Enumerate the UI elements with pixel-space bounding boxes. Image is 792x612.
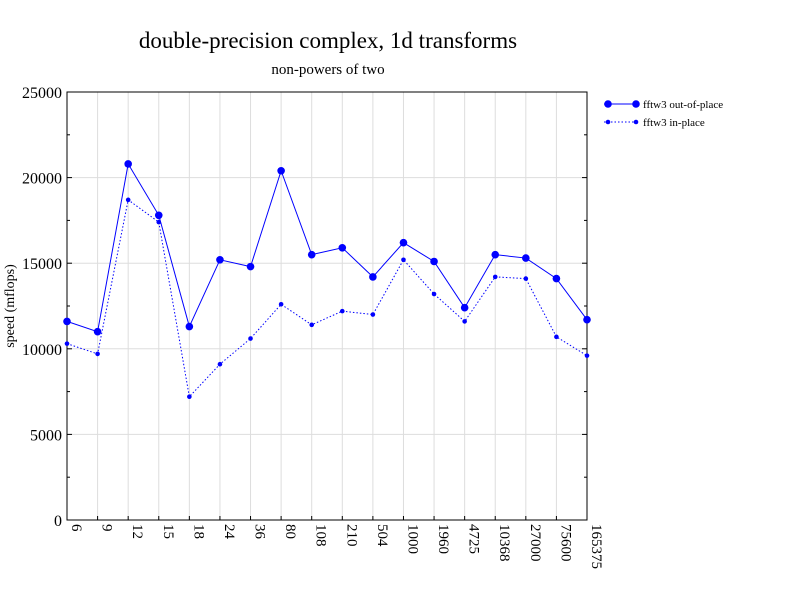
data-point-2: [95, 351, 100, 357]
data-point-2: [401, 257, 406, 263]
x-tick-label: 24: [221, 524, 237, 540]
series-group: [63, 160, 591, 400]
data-point-1: [307, 250, 316, 259]
grid: [66, 91, 588, 521]
x-tick-label: 36: [252, 524, 268, 540]
data-point-2: [462, 319, 467, 324]
chart-title: double-precision complex, 1d transforms: [138, 28, 518, 53]
series-line-1: [66, 162, 588, 333]
chart-subtitle: non-powers of two: [271, 62, 385, 78]
data-point-1: [369, 273, 377, 281]
data-point-1: [430, 257, 438, 266]
x-tick-label: 504: [374, 524, 390, 547]
y-tick-label: 10000: [22, 342, 62, 359]
axis-ticks: 6 9 12 15 18 24 36 80 108 210 504 1000 1960 4725 10368…: [22, 85, 604, 569]
data-point-1: [338, 243, 347, 252]
legend: fftw3 out-of-place fftw3 in-place: [604, 99, 723, 129]
data-point-1: [63, 317, 71, 326]
y-axis-label: speed (mflops): [3, 264, 18, 348]
y-tick-label: 20000: [22, 171, 62, 188]
data-point-1: [185, 322, 194, 331]
data-point-2: [309, 322, 315, 328]
y-tick-label: 5000: [30, 427, 62, 444]
x-tick-label: 80: [282, 524, 298, 539]
data-point-2: [370, 312, 376, 317]
y-tick-label: 25000: [22, 85, 62, 102]
x-tick-label: 75600: [557, 524, 573, 562]
data-point-2: [64, 341, 70, 346]
x-tick-label: 18: [190, 524, 206, 539]
data-point-2: [554, 334, 559, 340]
data-point-1: [154, 211, 163, 220]
data-point-2: [217, 361, 223, 367]
x-tick-label: 4725: [466, 524, 482, 554]
data-point-2: [248, 336, 253, 341]
y-tick-label: 0: [54, 513, 62, 530]
legend-marker-2: [633, 119, 639, 125]
data-point-2: [278, 301, 284, 307]
data-point-1: [399, 238, 408, 247]
data-point-1: [216, 255, 224, 264]
series-line-2: [66, 198, 588, 398]
data-point-2: [492, 274, 498, 280]
data-point-1: [583, 315, 591, 324]
data-point-1: [491, 250, 500, 259]
x-tick-label: 210: [343, 524, 359, 547]
data-point-1: [124, 160, 132, 168]
x-tick-label: 15: [160, 524, 176, 539]
x-tick-label: 9: [99, 524, 115, 532]
legend-label-2: fftw3 in-place: [643, 117, 705, 129]
x-tick-label: 6: [68, 524, 84, 532]
data-point-1: [246, 262, 255, 271]
data-point-2: [584, 353, 590, 358]
x-tick-label: 165375: [588, 524, 604, 569]
y-tick-label: 15000: [22, 256, 62, 273]
x-tick-label: 12: [129, 524, 145, 539]
x-tick-label: 108: [313, 524, 329, 547]
plot-frame: [66, 91, 588, 521]
data-point-2: [339, 308, 345, 314]
x-tick-label: 1000: [404, 524, 420, 554]
x-tick-label: 27000: [527, 524, 543, 562]
data-point-2: [523, 276, 529, 281]
legend-label-1: fftw3 out-of-place: [643, 99, 723, 111]
legend-marker-1: [604, 100, 612, 108]
data-point-1: [552, 274, 561, 283]
data-point-2: [431, 291, 437, 297]
legend-marker-1: [632, 100, 640, 108]
data-point-2: [187, 394, 192, 400]
data-point-1: [460, 303, 469, 312]
x-tick-label: 1960: [435, 524, 451, 554]
data-point-2: [156, 219, 162, 225]
x-tick-label: 10368: [496, 524, 512, 562]
data-point-1: [522, 254, 530, 262]
legend-marker-2: [605, 119, 611, 125]
data-point-1: [93, 327, 102, 336]
data-point-2: [125, 197, 131, 203]
data-point-1: [277, 166, 285, 175]
